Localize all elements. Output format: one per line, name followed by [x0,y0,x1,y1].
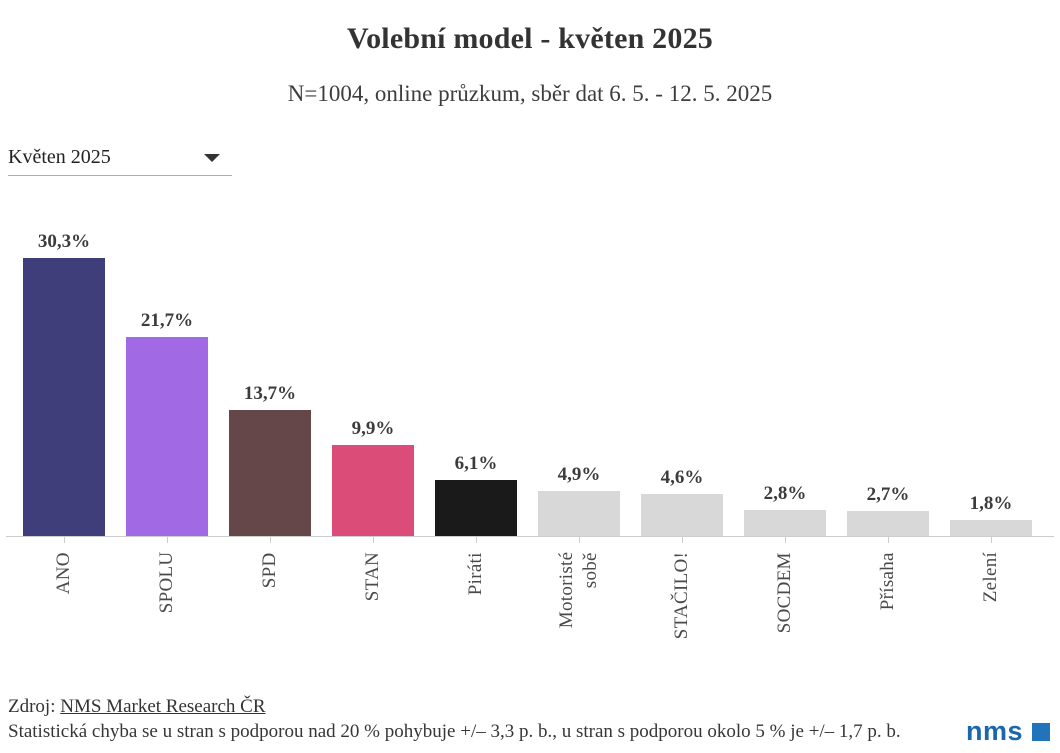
statistical-note: Statistická chyba se u stran s podporou … [8,721,901,742]
axis-tick [269,537,271,543]
bar-column: 4,6% [641,467,723,536]
axis-tick [166,537,168,543]
bar[interactable] [332,445,414,536]
bar-value-label: 1,8% [969,492,1013,514]
source-link[interactable]: NMS Market Research ČR [60,696,266,717]
bar-column: 2,8% [744,483,826,536]
category-label-column: SOCDEM [744,537,826,659]
category-label: SPD [259,551,281,588]
bar-column: 2,7% [847,484,929,536]
category-label: Zelení [980,551,1002,603]
axis-tick [990,537,992,543]
axis-tick [372,537,374,543]
source-prefix: Zdroj: [8,696,61,717]
bar[interactable] [641,493,723,536]
labels-row: ANO SPOLU SPD STAN Piráti Motoristé sobě STAČI… [6,537,1054,659]
category-label: ANO [53,551,75,594]
category-label: Přísaha [877,551,899,610]
month-select-value: Květen 2025 [8,146,111,168]
category-label-column: Motoristé sobě [538,537,620,659]
bar-column: 6,1% [435,453,517,536]
category-label: SOCDEM [774,551,796,633]
category-label: Motoristé sobě [556,551,601,629]
category-label-column: Zelení [950,537,1032,659]
chevron-down-icon [204,153,220,162]
footer: Zdroj: NMS Market Research ČR Statistick… [8,694,1052,746]
category-label-column: STAČILO! [641,537,723,659]
nms-logo-text: nms [965,716,1023,746]
bar-column: 9,9% [332,418,414,536]
axis-tick [887,537,889,543]
bar-value-label: 2,7% [866,484,910,506]
bar-value-label: 30,3% [37,231,91,253]
axis-tick [63,537,65,543]
bar-column: 4,9% [538,464,620,536]
bar-value-label: 6,1% [454,453,498,475]
bar[interactable] [23,258,105,536]
axis-tick [784,537,786,543]
bar[interactable] [538,491,620,536]
category-label: STAČILO! [671,551,693,640]
dropdown-underline [8,175,232,176]
bar-column: 13,7% [229,383,311,536]
axis-tick [681,537,683,543]
bar-value-label: 9,9% [351,418,395,440]
bar-value-label: 2,8% [763,483,807,505]
poll-chart-page: Volební model - květen 2025 N=1004, onli… [0,22,1060,753]
category-label: STAN [362,551,384,602]
bar[interactable] [744,510,826,536]
bar-value-label: 13,7% [243,383,297,405]
category-label-column: ANO [23,537,105,659]
category-label: Piráti [465,551,487,595]
nms-logo: nms [965,716,1050,746]
bar-column: 21,7% [126,310,208,536]
bar-value-label: 21,7% [140,310,194,331]
bar[interactable] [126,337,208,536]
bars-row: 30,3% 21,7% 13,7% 9,9% 6,1% 4,9% 4,6% 2,8% 2,7% 1… [6,176,1054,537]
bar[interactable] [847,511,929,536]
page-title: Volební model - květen 2025 [347,22,713,55]
bar-chart: 30,3% 21,7% 13,7% 9,9% 6,1% 4,9% 4,6% 2,8% 2,7% 1… [0,176,1060,659]
bar-column: 30,3% [23,231,105,536]
bar-column: 1,8% [950,492,1032,536]
category-label-column: SPOLU [126,537,208,659]
category-label-column: SPD [229,537,311,659]
bar[interactable] [950,519,1032,536]
bar-value-label: 4,6% [660,466,704,488]
bar-value-label: 4,9% [557,464,601,486]
axis-tick [475,537,477,543]
month-select-dropdown[interactable]: Květen 2025 [8,144,232,176]
category-label-column: Přísaha [847,537,929,659]
page-subtitle: N=1004, online průzkum, sběr dat 6. 5. -… [287,81,773,106]
bar[interactable] [435,480,517,536]
source-line: Zdroj: NMS Market Research ČR [8,694,1052,719]
nms-logo-square-icon [1032,723,1050,741]
bar[interactable] [229,410,311,536]
axis-tick [578,537,580,543]
category-label: SPOLU [156,551,178,614]
category-label-column: Piráti [435,537,517,659]
category-label-column: STAN [332,537,414,659]
